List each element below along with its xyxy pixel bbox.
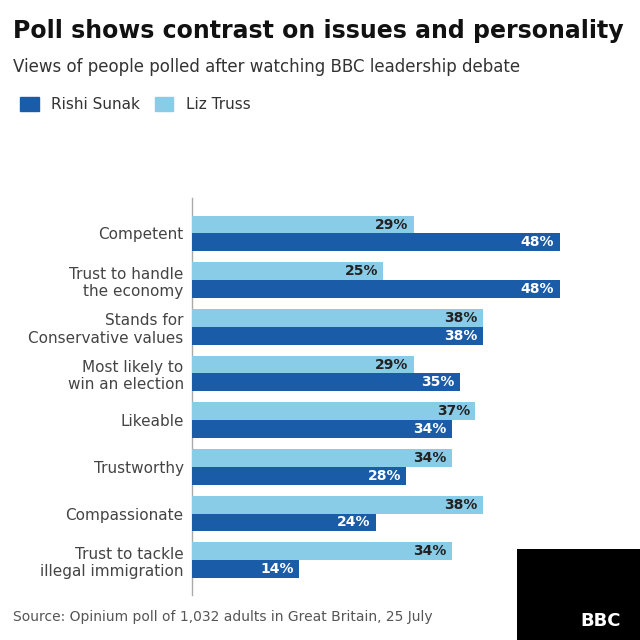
Text: 34%: 34% (413, 422, 447, 436)
Text: Poll shows contrast on issues and personality: Poll shows contrast on issues and person… (13, 19, 623, 44)
Bar (192, 403, 476, 420)
Text: 29%: 29% (375, 358, 409, 372)
Text: 37%: 37% (436, 404, 470, 419)
Text: 28%: 28% (367, 468, 401, 483)
Bar (192, 356, 414, 374)
Text: 38%: 38% (444, 311, 477, 325)
Bar (192, 262, 383, 280)
Legend: Rishi Sunak, Liz Truss: Rishi Sunak, Liz Truss (20, 97, 250, 112)
Text: Source: Opinium poll of 1,032 adults in Great Britain, 25 July: Source: Opinium poll of 1,032 adults in … (13, 610, 433, 624)
Text: 14%: 14% (260, 562, 294, 576)
Bar (192, 216, 414, 234)
Bar (192, 420, 452, 438)
Text: 34%: 34% (413, 451, 447, 465)
Text: 48%: 48% (521, 236, 554, 250)
Bar (192, 309, 483, 327)
Text: 25%: 25% (344, 264, 378, 278)
Text: 48%: 48% (521, 282, 554, 296)
Bar (192, 560, 300, 578)
Text: 35%: 35% (421, 375, 454, 389)
Text: 38%: 38% (444, 498, 477, 511)
Bar (192, 374, 460, 391)
Text: BBC: BBC (580, 612, 621, 630)
Text: 24%: 24% (337, 515, 371, 529)
Bar (192, 513, 376, 531)
Bar (192, 280, 559, 298)
Bar (192, 234, 559, 251)
Text: 29%: 29% (375, 218, 409, 232)
Bar (192, 467, 406, 484)
Bar (192, 327, 483, 344)
Bar (192, 496, 483, 513)
Bar (192, 449, 452, 467)
Text: Views of people polled after watching BBC leadership debate: Views of people polled after watching BB… (13, 58, 520, 76)
Text: 38%: 38% (444, 329, 477, 342)
Text: 34%: 34% (413, 544, 447, 558)
Bar (192, 543, 452, 560)
